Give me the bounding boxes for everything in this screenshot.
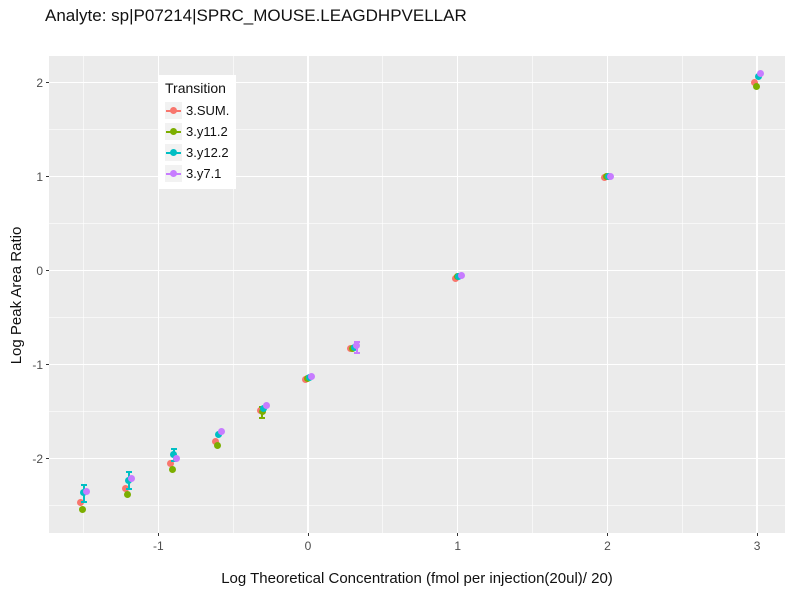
legend-box: Transition 3.SUM. 3.y11.2 3.y12.2 3.y7.1 xyxy=(159,75,237,189)
data-point xyxy=(211,438,219,446)
major-gridline-vertical xyxy=(157,56,160,533)
y-tick-mark xyxy=(46,270,49,272)
data-point xyxy=(753,82,761,90)
legend-item: 3.SUM. xyxy=(165,100,229,121)
error-bar-cap xyxy=(80,484,87,487)
error-bar-cap xyxy=(80,500,87,503)
legend-item: 3.y11.2 xyxy=(165,121,229,142)
y-tick-mark xyxy=(46,364,49,366)
data-point xyxy=(262,401,270,409)
x-tick-mark xyxy=(157,533,159,536)
data-point xyxy=(213,442,221,450)
x-tick-label: 2 xyxy=(604,539,611,553)
minor-gridline-horizontal xyxy=(49,223,785,225)
major-gridline-vertical xyxy=(756,56,758,533)
data-point xyxy=(123,490,131,498)
error-bar-cap xyxy=(170,448,177,451)
legend-key-swatch xyxy=(165,144,182,161)
legend-key-dot xyxy=(170,170,177,177)
data-point xyxy=(127,474,135,482)
y-tick-mark xyxy=(46,458,49,460)
minor-gridline-horizontal xyxy=(49,411,785,413)
major-gridline-horizontal xyxy=(49,457,785,460)
error-bar-cap xyxy=(353,351,360,354)
y-axis-title: Log Peak Area Ratio xyxy=(8,226,25,365)
x-axis-title: Log Theoretical Concentration (fmol per … xyxy=(221,570,613,587)
plot-title: Analyte: sp|P07214|SPRC_MOUSE.LEAGDHPVEL… xyxy=(45,6,467,25)
major-gridline-horizontal xyxy=(49,175,785,178)
legend-key-swatch xyxy=(165,123,182,140)
x-tick-label: 1 xyxy=(454,539,462,553)
error-bar-cap xyxy=(125,487,132,490)
data-point xyxy=(751,79,759,87)
major-gridline-vertical xyxy=(456,56,459,533)
data-point xyxy=(308,372,315,380)
minor-gridline-horizontal xyxy=(49,505,785,507)
y-tick-label: -1 xyxy=(32,357,43,372)
minor-gridline-vertical xyxy=(681,56,683,533)
data-point xyxy=(457,271,465,279)
data-point xyxy=(166,459,174,467)
minor-gridline-vertical xyxy=(232,56,234,533)
legend-key-swatch xyxy=(165,165,182,182)
data-point xyxy=(76,499,84,507)
minor-gridline-vertical xyxy=(382,56,384,533)
major-gridline-horizontal xyxy=(49,363,785,366)
error-bar-cap xyxy=(125,470,132,473)
minor-gridline-horizontal xyxy=(49,317,785,319)
data-point xyxy=(82,488,90,496)
minor-gridline-vertical xyxy=(532,56,534,533)
x-tick-mark xyxy=(606,533,608,536)
x-tick-mark xyxy=(756,533,758,536)
legend-key-dot xyxy=(170,107,177,114)
legend-key-dot xyxy=(170,149,177,156)
x-tick-label: -1 xyxy=(152,539,164,553)
minor-gridline-horizontal xyxy=(49,129,785,131)
legend-item-label: 3.SUM. xyxy=(186,103,230,118)
data-point xyxy=(121,485,129,493)
legend-title: Transition xyxy=(165,80,226,96)
x-tick-label: 3 xyxy=(753,539,761,553)
x-tick-mark xyxy=(307,533,309,536)
data-point xyxy=(757,69,765,77)
y-tick-label: 1 xyxy=(36,169,43,184)
error-bar-cap xyxy=(259,417,266,420)
y-tick-label: 0 xyxy=(36,263,43,278)
legend-item: 3.y12.2 xyxy=(165,142,229,163)
major-gridline-vertical xyxy=(307,56,309,533)
legend-item-label: 3.y7.1 xyxy=(186,166,222,181)
data-point xyxy=(168,465,176,473)
error-bar-cap xyxy=(353,341,360,344)
major-gridline-horizontal xyxy=(49,81,785,84)
x-tick-mark xyxy=(457,533,459,536)
minor-gridline-vertical xyxy=(82,56,84,533)
legend-key-swatch xyxy=(165,102,182,119)
legend-key-dot xyxy=(170,128,177,135)
data-point xyxy=(260,405,268,413)
legend-item-label: 3.y11.2 xyxy=(186,124,228,139)
data-point xyxy=(607,173,615,181)
y-tick-label: -2 xyxy=(32,451,43,466)
legend-item: 3.y7.1 xyxy=(165,163,229,184)
major-gridline-vertical xyxy=(606,56,609,533)
data-point xyxy=(170,451,178,459)
data-point xyxy=(217,427,225,435)
legend-rows: 3.SUM. 3.y11.2 3.y12.2 3.y7.1 xyxy=(165,100,229,184)
legend-item-label: 3.y12.2 xyxy=(186,145,229,160)
data-point xyxy=(172,455,180,463)
data-point xyxy=(78,505,86,513)
y-tick-mark xyxy=(46,176,49,178)
y-tick-mark xyxy=(46,82,49,84)
y-tick-label: 2 xyxy=(36,75,43,90)
x-tick-label: 0 xyxy=(304,539,312,553)
major-gridline-horizontal xyxy=(49,269,785,272)
data-point xyxy=(353,342,361,350)
